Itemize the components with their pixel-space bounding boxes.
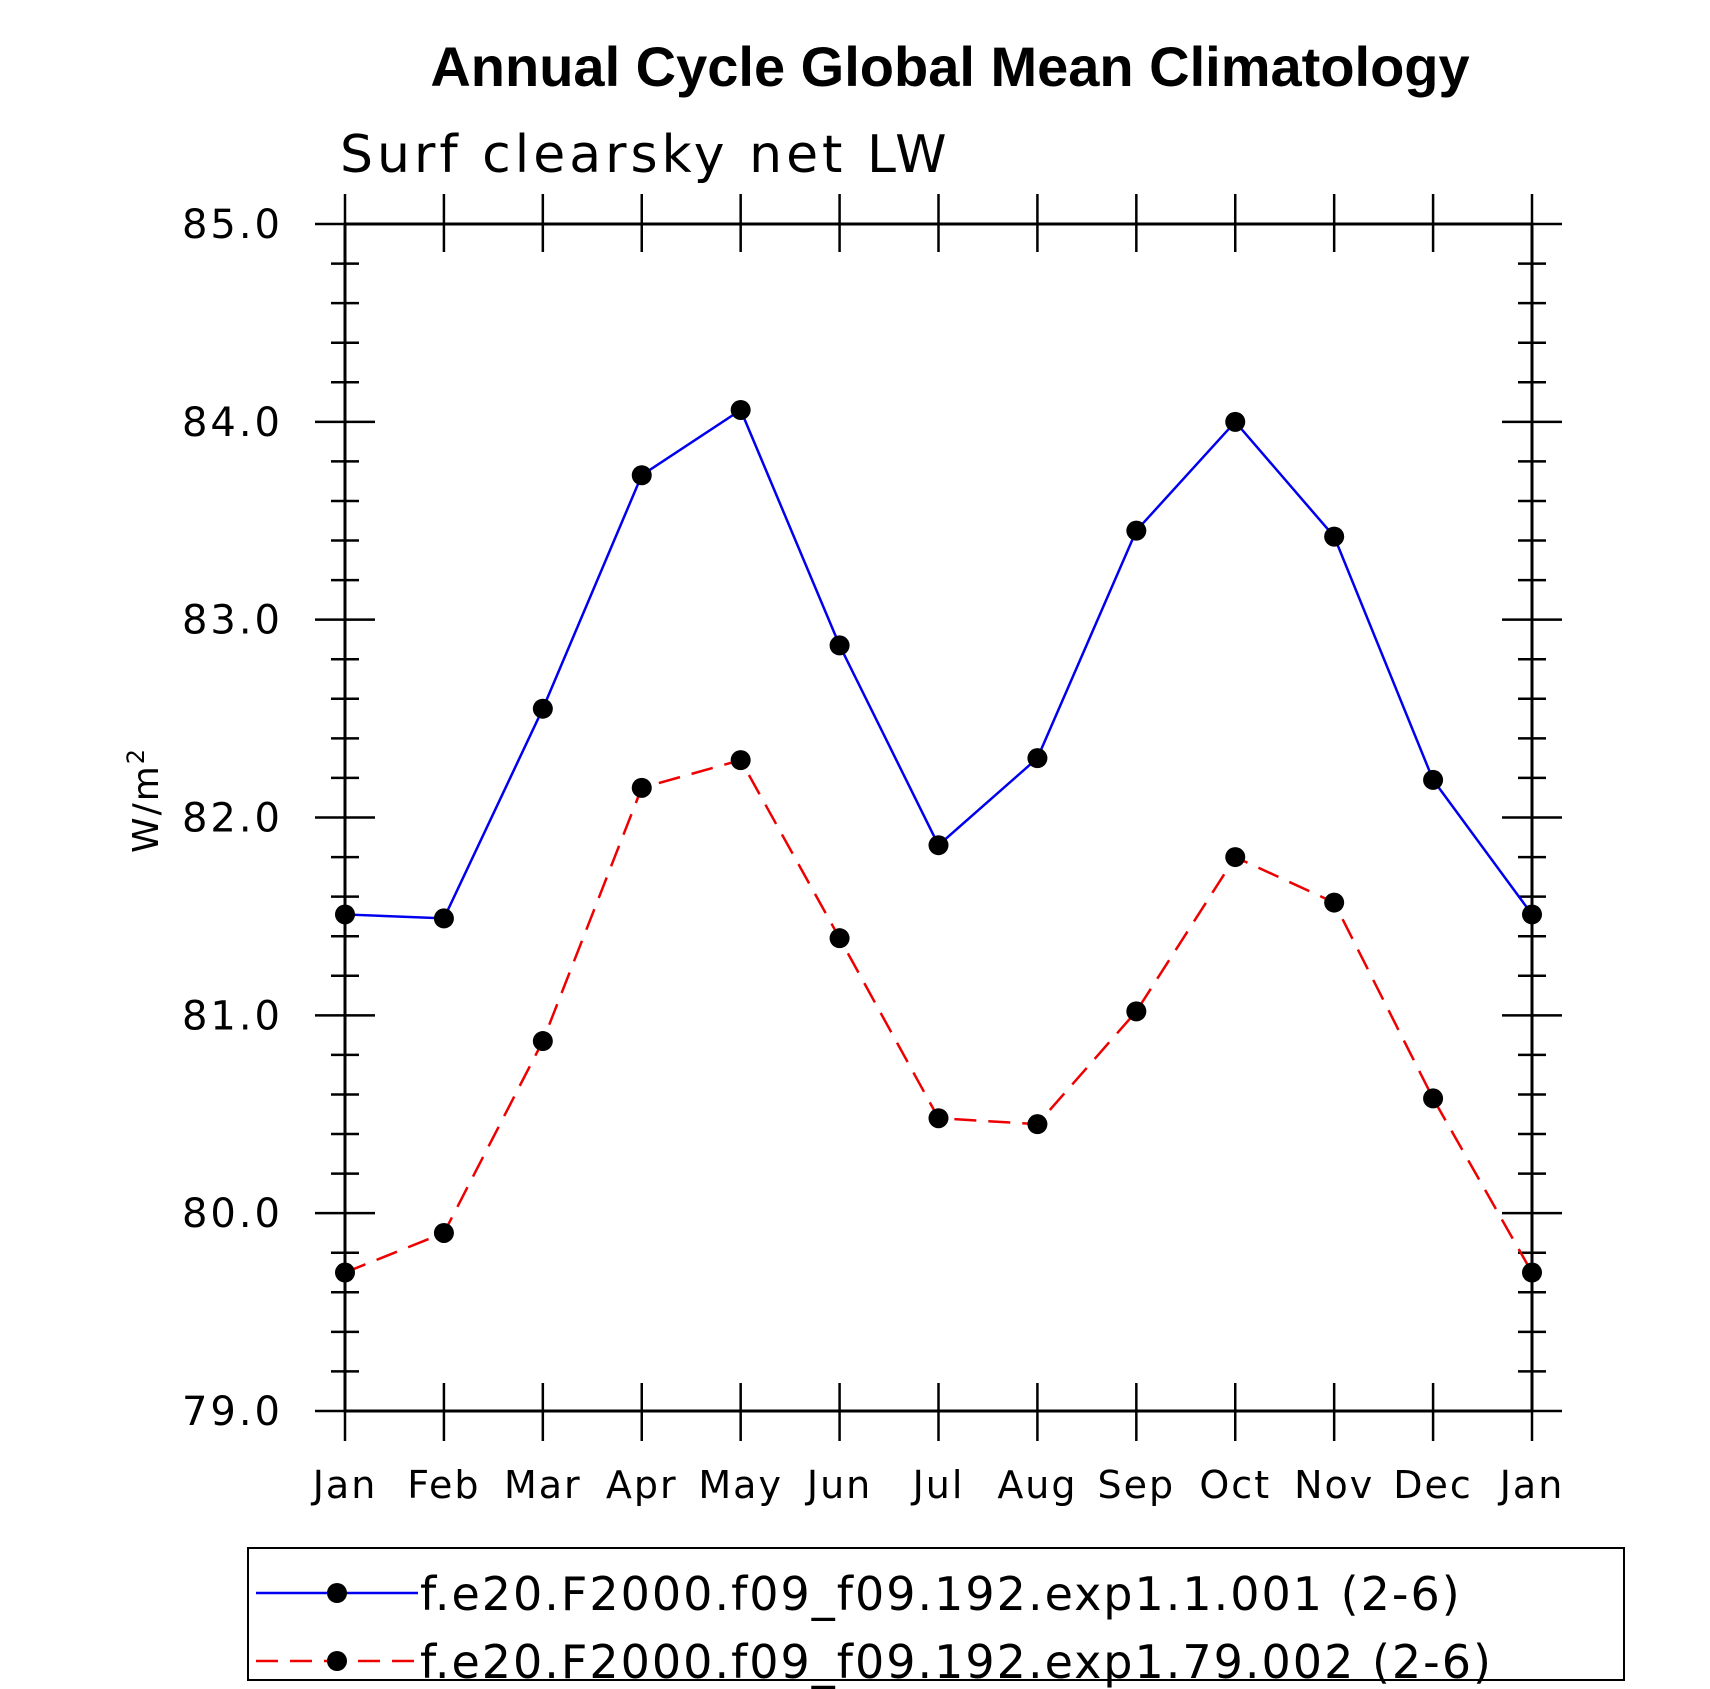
x-tick-label: Dec	[1393, 1463, 1473, 1507]
y-tick-label: 85.0	[182, 202, 283, 248]
series-1-point	[730, 399, 751, 420]
series-1-point	[928, 835, 949, 856]
series-1-point	[1324, 526, 1345, 547]
x-tick-label: Feb	[407, 1463, 480, 1507]
series-2-point	[532, 1031, 553, 1052]
series-1-point	[1126, 520, 1147, 541]
series-2-point	[631, 777, 652, 798]
series-2-point	[1522, 1262, 1542, 1283]
series-1-point	[532, 698, 553, 719]
plot-frame	[343, 222, 1534, 1413]
x-tick-label: May	[698, 1463, 783, 1507]
x-tick-label: Oct	[1199, 1463, 1271, 1507]
series-1-point	[335, 904, 355, 925]
series-1-point	[829, 635, 850, 656]
series-2-point	[928, 1108, 949, 1129]
x-tick-label: Jan	[311, 1463, 378, 1507]
y-tick-label: 82.0	[182, 796, 283, 842]
y-axis-label-unit: W/m	[126, 764, 167, 853]
y-axis-label: W/m2	[122, 747, 167, 853]
series-1-point	[1423, 769, 1444, 790]
x-tick-label: Jul	[911, 1463, 965, 1507]
series-2-point	[1324, 892, 1345, 913]
series-1-point	[1027, 748, 1048, 769]
legend-box	[247, 1547, 1625, 1681]
x-tick-label: Aug	[997, 1463, 1077, 1507]
series-1-point	[1225, 411, 1246, 432]
y-tick-label: 83.0	[182, 598, 283, 644]
legend-marker-1	[327, 1583, 347, 1603]
legend-marker-2	[327, 1651, 347, 1671]
y-tick-label: 79.0	[182, 1389, 283, 1435]
chart-subtitle: Surf clearsky net LW	[340, 125, 951, 185]
series-2-point	[335, 1262, 355, 1283]
chart-title: Annual Cycle Global Mean Climatology	[430, 35, 1469, 98]
series-1-point	[1522, 904, 1542, 925]
x-tick-label: Apr	[606, 1463, 678, 1507]
y-tick-label: 84.0	[182, 400, 283, 446]
series-2-point	[1126, 1001, 1147, 1022]
legend-label-2: f.e20.F2000.f09_f09.192.exp1.79.002 (2-6…	[420, 1635, 1493, 1689]
series-1-point	[631, 465, 652, 486]
series-2-point	[1225, 847, 1246, 868]
x-tick-label: Sep	[1098, 1463, 1176, 1507]
series-2-point	[1423, 1088, 1444, 1109]
y-tick-label: 80.0	[182, 1191, 283, 1237]
x-tick-label: Mar	[504, 1463, 582, 1507]
series-2-point	[433, 1222, 454, 1243]
series-2-point	[1027, 1114, 1048, 1135]
y-tick-label: 81.0	[182, 993, 283, 1039]
plot-area: 79.0 80.0 81.0 82.0 83.0 84.0 85.0 Jan Feb Mar Apr…	[182, 194, 1565, 1507]
legend: f.e20.F2000.f09_f09.192.exp1.1.001 (2-6)…	[247, 1547, 1625, 1689]
x-tick-label: Nov	[1294, 1463, 1374, 1507]
x-tick-label: Jun	[805, 1463, 872, 1507]
x-tick-label: Jan	[1498, 1463, 1565, 1507]
series-1-point	[433, 908, 454, 929]
series-2-point	[829, 928, 850, 949]
series-2-point	[730, 750, 751, 771]
y-axis-label-exponent: 2	[122, 747, 150, 764]
legend-label-1: f.e20.F2000.f09_f09.192.exp1.1.001 (2-6)	[420, 1567, 1462, 1621]
